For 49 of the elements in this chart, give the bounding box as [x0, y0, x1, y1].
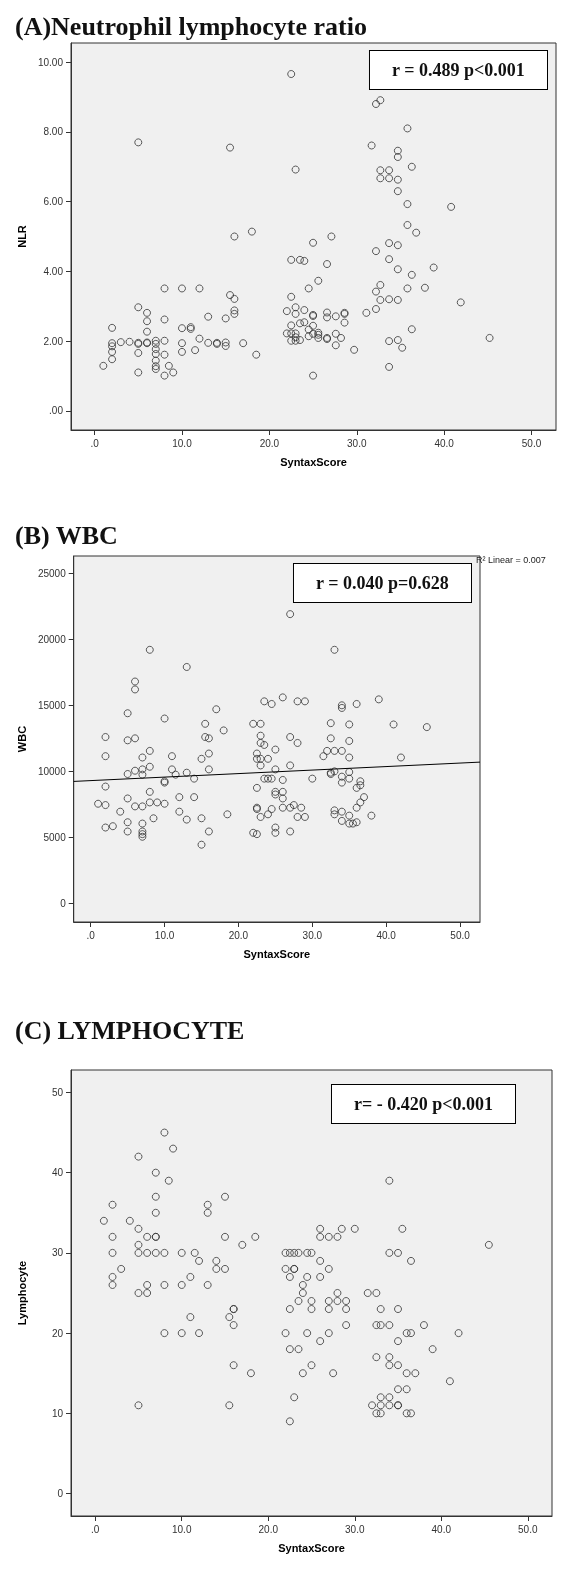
- y-tick-label: 50: [51, 1086, 64, 1098]
- y-tick-label: 30: [51, 1247, 64, 1259]
- y-axis-title: Lymphocyte: [15, 1260, 28, 1326]
- y-tick-label: .00: [49, 405, 64, 417]
- x-tick-label: 20.0: [228, 929, 249, 941]
- chart-title: (C) LYMPHOCYTE: [15, 1015, 245, 1045]
- y-tick-label: 2.00: [43, 335, 64, 347]
- x-tick-label: 40.0: [434, 437, 455, 449]
- annotation: r = 0.489 p<0.001: [391, 60, 525, 80]
- x-tick-label: .0: [91, 1523, 100, 1535]
- x-tick-label: 50.0: [450, 929, 471, 941]
- y-tick-label: 20: [51, 1327, 64, 1339]
- y-tick-label: 0: [60, 898, 67, 909]
- y-axis-title: NLR: [15, 225, 28, 248]
- x-tick-label: 30.0: [345, 1523, 365, 1535]
- x-axis-title: SyntaxScore: [243, 947, 311, 960]
- x-tick-label: 10.0: [154, 929, 175, 941]
- x-tick-label: .0: [86, 929, 96, 941]
- y-tick-label: 6.00: [43, 196, 64, 208]
- y-tick-label: 10000: [37, 765, 67, 777]
- x-axis-title: SyntaxScore: [280, 455, 347, 468]
- x-tick-label: .0: [90, 437, 100, 449]
- y-tick-label: 15000: [37, 699, 67, 711]
- chart-title: (B) WBC: [15, 520, 118, 550]
- y-tick-label: 4.00: [43, 265, 64, 277]
- x-tick-label: 30.0: [302, 929, 323, 941]
- y-tick-label: 20000: [37, 633, 67, 645]
- x-tick-label: 40.0: [376, 929, 397, 941]
- x-tick-label: 50.0: [521, 437, 542, 449]
- x-tick-label: 50.0: [518, 1523, 538, 1535]
- y-tick-label: 10: [51, 1407, 64, 1419]
- chart-title: (A)Neutrophil lymphocyte ratio: [15, 11, 367, 41]
- y-tick-label: 40: [51, 1167, 64, 1179]
- x-tick-label: 20.0: [258, 1523, 279, 1535]
- annotation: R² Linear = 0.007: [476, 554, 546, 565]
- x-tick-label: 20.0: [259, 437, 280, 449]
- y-tick-label: 8.00: [43, 126, 64, 138]
- x-tick-label: 10.0: [172, 1523, 192, 1535]
- y-tick-label: 5000: [43, 831, 67, 843]
- y-tick-label: 25000: [37, 567, 67, 579]
- annotation: r= - 0.420 p<0.001: [353, 1094, 494, 1114]
- x-tick-label: 40.0: [431, 1523, 452, 1535]
- x-axis-title: SyntaxScore: [278, 1541, 345, 1554]
- y-tick-label: 10.00: [37, 56, 64, 68]
- y-tick-label: 0: [57, 1488, 64, 1500]
- annotation: r = 0.040 p=0.628: [315, 573, 449, 593]
- x-tick-label: 30.0: [347, 437, 367, 449]
- x-tick-label: 10.0: [172, 437, 193, 449]
- y-axis-title: WBC: [15, 725, 28, 753]
